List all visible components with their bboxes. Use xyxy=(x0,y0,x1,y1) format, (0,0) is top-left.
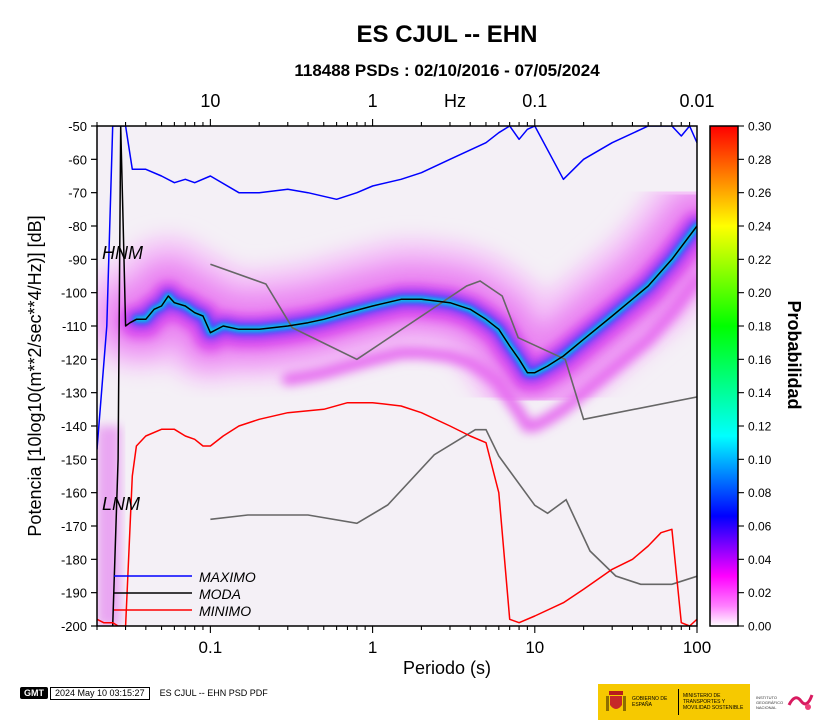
colorbar-tick-label: 0.12 xyxy=(748,420,772,434)
colorbar-tick-label: 0.14 xyxy=(748,386,772,400)
gov-separator xyxy=(678,689,679,715)
colorbar-tick-label: 0.16 xyxy=(748,353,772,367)
y-tick-label: -100 xyxy=(61,286,87,301)
probability-density xyxy=(97,166,697,626)
top-tick-label: 0.01 xyxy=(679,91,714,111)
y-tick-label: -70 xyxy=(68,186,87,201)
y-tick-label: -160 xyxy=(61,486,87,501)
y-axis: -200 -190 -180 -170 -160 -150 -140 -130 -120 -110… xyxy=(61,119,97,634)
legend-label-maximo: MAXIMO xyxy=(199,569,256,585)
y-tick-label: -130 xyxy=(61,386,87,401)
colorbar-label: Probabilidad xyxy=(784,300,804,409)
psd-curves xyxy=(97,126,697,626)
y-tick-label: -150 xyxy=(61,452,87,467)
chart-title: ES CJUL -- EHN xyxy=(357,21,538,48)
y-tick-label: -200 xyxy=(61,619,87,634)
timestamp: 2024 May 10 03:15:27 xyxy=(50,686,150,700)
y-tick-label: -80 xyxy=(68,219,87,234)
moda-series-line xyxy=(111,126,697,626)
colorbar-tick-label: 0.20 xyxy=(748,286,772,300)
colorbar-tick-label: 0.22 xyxy=(748,253,772,267)
colorbar xyxy=(709,125,739,627)
colorbar-tick-label: 0.02 xyxy=(748,586,772,600)
legend-label-moda: MODA xyxy=(199,586,241,602)
y-tick-label: -120 xyxy=(61,352,87,367)
top-frequency-axis: 10 1 0.1 0.01 xyxy=(200,91,714,111)
colorbar-tick-label: 0.00 xyxy=(748,620,772,634)
ign-emblem-icon xyxy=(787,694,814,710)
colorbar-tick-label: 0.30 xyxy=(748,120,772,134)
colorbar-tick-label: 0.04 xyxy=(748,553,772,567)
y-tick-label: -170 xyxy=(61,519,87,534)
y-tick-label: -110 xyxy=(62,319,87,334)
footer-stamp: GMT 2024 May 10 03:15:27 ES CJUL -- EHN … xyxy=(20,685,268,701)
colorbar-tick-label: 0.08 xyxy=(748,486,772,500)
ign-logo: INSTITUTO GEOGRÁFICO NACIONAL xyxy=(752,684,822,720)
top-tick-label: 10 xyxy=(200,91,220,111)
y-tick-label: -190 xyxy=(61,586,87,601)
hnm-label: HNM xyxy=(102,243,143,263)
legend-label-minimo: MINIMO xyxy=(199,603,251,619)
colorbar-tick-label: 0.26 xyxy=(748,186,772,200)
x-tick-label: 100 xyxy=(683,638,711,657)
x-axis: 0.1 1 10 100 xyxy=(96,119,711,657)
maximo-series-line xyxy=(97,126,697,450)
y-tick-label: -50 xyxy=(68,119,87,134)
density-short-period xyxy=(97,426,121,626)
figure-filename: ES CJUL -- EHN PSD PDF xyxy=(159,688,268,698)
top-tick-label: 1 xyxy=(368,91,378,111)
hnm-model-curve xyxy=(210,263,697,421)
colorbar-axis: 0.00 0.02 0.04 0.06 0.08 0.10 0.12 0.14 0.16 0.18… xyxy=(738,120,772,634)
y-tick-label: -60 xyxy=(68,152,87,167)
colorbar-tick-label: 0.10 xyxy=(748,453,772,467)
ign-text: INSTITUTO GEOGRÁFICO NACIONAL xyxy=(756,694,784,710)
colorbar-tick-label: 0.06 xyxy=(748,520,772,534)
x-tick-label: 1 xyxy=(368,638,377,657)
colorbar-tick-label: 0.18 xyxy=(748,320,772,334)
coat-of-arms-icon xyxy=(606,691,626,711)
x-axis-label: Periodo (s) xyxy=(403,658,491,678)
colorbar-tick-label: 0.24 xyxy=(748,220,772,234)
y-tick-label: -140 xyxy=(61,419,87,434)
density-secondary-band xyxy=(281,273,697,432)
government-logo: GOBIERNO DE ESPAÑA MINISTERIO DE TRANSPO… xyxy=(598,684,750,720)
gmt-logo: GMT xyxy=(20,687,48,699)
chart-subtitle: 118488 PSDs : 02/10/2016 - 07/05/2024 xyxy=(294,61,600,80)
x-tick-label: 10 xyxy=(525,638,544,657)
lnm-model-curve xyxy=(210,428,697,586)
ministry-text: MINISTERIO DE TRANSPORTES Y MOVILIDAD SO… xyxy=(683,693,744,711)
gov-text: GOBIERNO DE ESPAÑA xyxy=(632,696,668,708)
colorbar-tick-label: 0.28 xyxy=(748,153,772,167)
lnm-label: LNM xyxy=(102,494,140,514)
top-axis-unit-label: Hz xyxy=(444,91,466,111)
y-tick-label: -90 xyxy=(68,252,87,267)
x-tick-label: 0.1 xyxy=(199,638,223,657)
plot-frame xyxy=(96,125,698,627)
y-tick-label: -180 xyxy=(61,552,87,567)
minimo-series-line xyxy=(97,401,697,626)
top-tick-label: 0.1 xyxy=(522,91,547,111)
y-axis-label: Potencia [10log10(m**2/sec**4/Hz)] [dB] xyxy=(25,215,45,536)
legend: MAXIMO MODA MINIMO xyxy=(114,569,256,619)
